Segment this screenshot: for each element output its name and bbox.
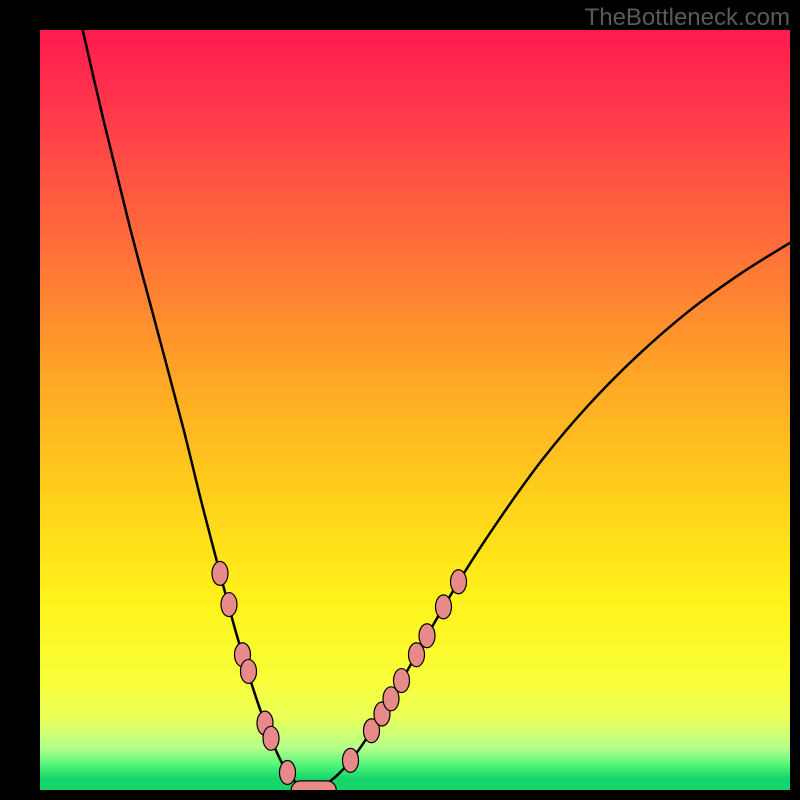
curve-marker — [221, 593, 237, 617]
curve-marker — [419, 624, 435, 648]
curve-marker — [212, 561, 228, 585]
chart-stage: TheBottleneck.com — [0, 0, 800, 800]
curve-marker — [409, 643, 425, 667]
curve-marker — [451, 570, 467, 594]
vertex-pill-marker — [291, 781, 336, 790]
watermark-text: TheBottleneck.com — [585, 4, 790, 32]
curve-marker — [343, 748, 359, 772]
chart-svg — [40, 30, 790, 790]
curve-marker — [394, 669, 410, 693]
curve-marker — [280, 761, 296, 785]
gradient-background — [40, 30, 790, 790]
plot-area — [40, 30, 790, 790]
curve-marker — [436, 595, 452, 619]
curve-marker — [241, 659, 257, 683]
curve-marker — [263, 726, 279, 750]
